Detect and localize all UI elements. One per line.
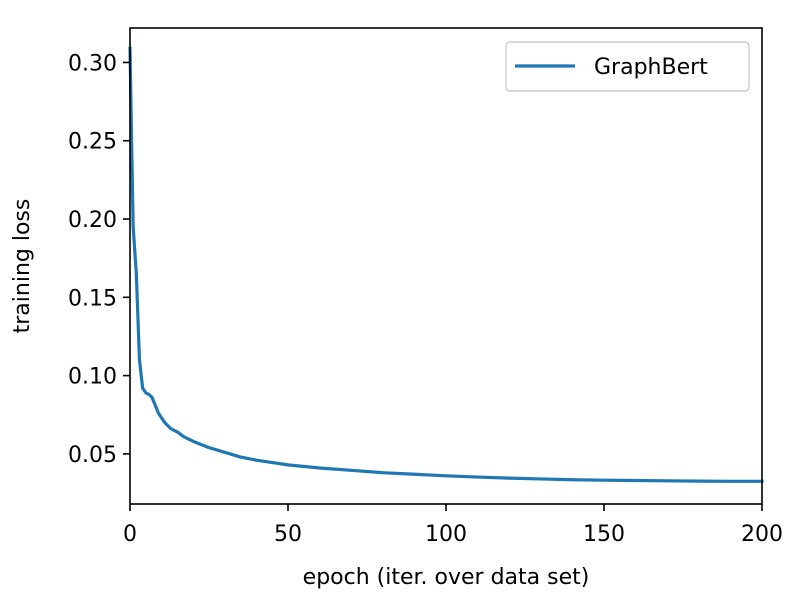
y-axis-title: training loss [10, 199, 35, 334]
x-axis-title: epoch (iter. over data set) [303, 565, 590, 590]
x-tick-label: 100 [425, 522, 467, 547]
x-tick-label: 200 [741, 522, 783, 547]
x-tick-label: 0 [123, 522, 137, 547]
y-tick-label: 0.25 [68, 130, 117, 155]
y-tick-label: 0.30 [68, 51, 117, 76]
y-tick-label: 0.20 [68, 208, 117, 233]
x-axis-ticks: 0 50 100 150 200 [123, 504, 783, 547]
legend-box [505, 41, 750, 92]
y-tick-label: 0.10 [68, 365, 117, 390]
series-layer [128, 46, 764, 483]
legend-label: GraphBert [594, 55, 708, 80]
y-axis-ticks: 0.05 0.10 0.15 0.20 0.25 0.30 [68, 51, 130, 468]
legend: GraphBert [505, 41, 750, 92]
series-line-graphbert [128, 46, 764, 483]
x-tick-label: 150 [583, 522, 625, 547]
x-tick-label: 50 [274, 522, 302, 547]
y-tick-label: 0.05 [68, 443, 117, 468]
y-tick-label: 0.15 [68, 286, 117, 311]
plot-background [130, 28, 762, 504]
